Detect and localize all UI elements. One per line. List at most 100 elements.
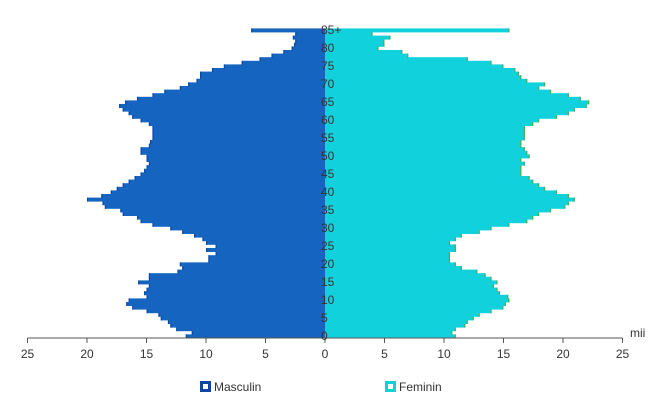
bar-feminin bbox=[325, 71, 519, 76]
bar-edge-feminin bbox=[573, 197, 575, 202]
bar-feminin bbox=[325, 291, 500, 296]
bar-masculin bbox=[152, 222, 325, 227]
bar-masculin bbox=[177, 269, 325, 274]
bar-feminin bbox=[325, 150, 528, 155]
legend-item-masculin[interactable]: Masculin bbox=[200, 380, 261, 394]
bar-edge-masculin bbox=[140, 219, 142, 224]
legend-label-feminin: Feminin bbox=[399, 380, 442, 394]
bar-masculin bbox=[152, 125, 325, 130]
bar-edge-feminin bbox=[472, 316, 474, 321]
bar-edge-feminin bbox=[371, 32, 373, 36]
bar-edge-masculin bbox=[177, 269, 179, 274]
bar-edge-feminin bbox=[448, 255, 450, 260]
bar-masculin bbox=[167, 320, 325, 324]
age-tick-label: 80 bbox=[321, 41, 335, 55]
bar-edge-feminin bbox=[377, 46, 379, 51]
bar-edge-feminin bbox=[448, 240, 450, 245]
bar-masculin bbox=[206, 240, 325, 245]
legend-item-feminin[interactable]: Feminin bbox=[385, 380, 442, 394]
bar-edge-feminin bbox=[520, 75, 522, 80]
bar-edge-masculin bbox=[215, 251, 217, 256]
bars-layer bbox=[87, 28, 590, 339]
bar-edge-feminin bbox=[490, 226, 492, 231]
bar-edge-feminin bbox=[520, 165, 522, 170]
bar-edge-masculin bbox=[167, 320, 170, 324]
bar-edge-masculin bbox=[148, 276, 151, 281]
bar-feminin bbox=[325, 197, 575, 202]
bar-feminin bbox=[325, 93, 569, 98]
bar-edge-masculin bbox=[134, 176, 136, 180]
bar-feminin bbox=[325, 298, 510, 303]
bar-feminin bbox=[325, 107, 575, 112]
bar-feminin bbox=[325, 186, 546, 191]
bar-feminin bbox=[325, 168, 522, 173]
bar-edge-feminin bbox=[496, 280, 498, 285]
bar-masculin bbox=[194, 233, 325, 238]
bar-edge-feminin bbox=[466, 320, 468, 324]
bar-edge-masculin bbox=[140, 172, 142, 177]
bar-masculin bbox=[136, 215, 325, 220]
bar-feminin bbox=[325, 305, 504, 310]
bar-edge-masculin bbox=[119, 104, 121, 108]
bar-edge-feminin bbox=[567, 201, 569, 206]
bar-edge-feminin bbox=[454, 244, 456, 249]
bar-edge-masculin bbox=[140, 118, 142, 123]
x-axis: 25 20 15 10 5 0 5 10 15 20 25 bbox=[21, 337, 629, 361]
bar-edge-masculin bbox=[122, 212, 124, 216]
bar-edge-feminin bbox=[523, 161, 525, 166]
bar-edge-feminin bbox=[389, 35, 391, 40]
bar-edge-masculin bbox=[182, 230, 184, 234]
bar-masculin bbox=[182, 230, 325, 234]
bar-feminin bbox=[325, 165, 522, 170]
age-tick-label: 70 bbox=[321, 77, 335, 91]
bar-edge-feminin bbox=[517, 71, 519, 76]
bar-masculin bbox=[102, 201, 325, 206]
bar-feminin bbox=[325, 147, 525, 152]
bar-edge-masculin bbox=[132, 305, 134, 310]
bar-feminin bbox=[325, 136, 525, 141]
bar-edge-masculin bbox=[170, 226, 172, 231]
bar-feminin bbox=[325, 172, 522, 177]
bar-edge-masculin bbox=[185, 334, 187, 339]
bar-edge-feminin bbox=[528, 176, 530, 180]
bar-edge-masculin bbox=[87, 197, 89, 202]
bar-edge-feminin bbox=[466, 57, 468, 62]
bar-masculin bbox=[128, 179, 325, 184]
bar-feminin bbox=[325, 222, 510, 227]
bar-masculin bbox=[251, 28, 325, 33]
bar-masculin bbox=[152, 93, 325, 98]
bar-edge-feminin bbox=[407, 53, 409, 58]
bar-edge-masculin bbox=[136, 96, 139, 101]
bar-edge-feminin bbox=[478, 230, 480, 234]
bar-masculin bbox=[104, 204, 325, 209]
bar-edge-masculin bbox=[125, 100, 127, 105]
bar-edge-feminin bbox=[508, 298, 510, 303]
bar-masculin bbox=[291, 46, 325, 51]
bar-edge-feminin bbox=[464, 323, 466, 328]
age-tick-label: 40 bbox=[321, 185, 335, 199]
bar-feminin bbox=[325, 269, 478, 274]
bar-edge-masculin bbox=[146, 309, 148, 314]
bar-edge-masculin bbox=[132, 114, 134, 119]
age-tick-label: 75 bbox=[321, 59, 335, 73]
bar-masculin bbox=[200, 75, 325, 80]
bar-edge-masculin bbox=[146, 287, 148, 292]
bar-masculin bbox=[144, 291, 325, 296]
bar-masculin bbox=[211, 68, 325, 72]
x-tick-label: 25 bbox=[21, 347, 35, 361]
bar-edge-feminin bbox=[383, 39, 385, 44]
bar-masculin bbox=[119, 104, 325, 108]
bar-edge-feminin bbox=[490, 276, 492, 281]
age-tick-label: 35 bbox=[321, 203, 335, 217]
bar-edge-feminin bbox=[504, 302, 506, 306]
bar-edge-feminin bbox=[567, 111, 569, 116]
bar-masculin bbox=[295, 39, 325, 44]
bar-edge-masculin bbox=[215, 244, 217, 249]
bar-feminin bbox=[325, 60, 492, 65]
bar-feminin bbox=[325, 204, 566, 209]
bar-feminin bbox=[325, 273, 486, 278]
bar-edge-masculin bbox=[146, 154, 148, 159]
x-tick-label: 5 bbox=[381, 347, 388, 361]
bar-feminin bbox=[325, 276, 492, 281]
